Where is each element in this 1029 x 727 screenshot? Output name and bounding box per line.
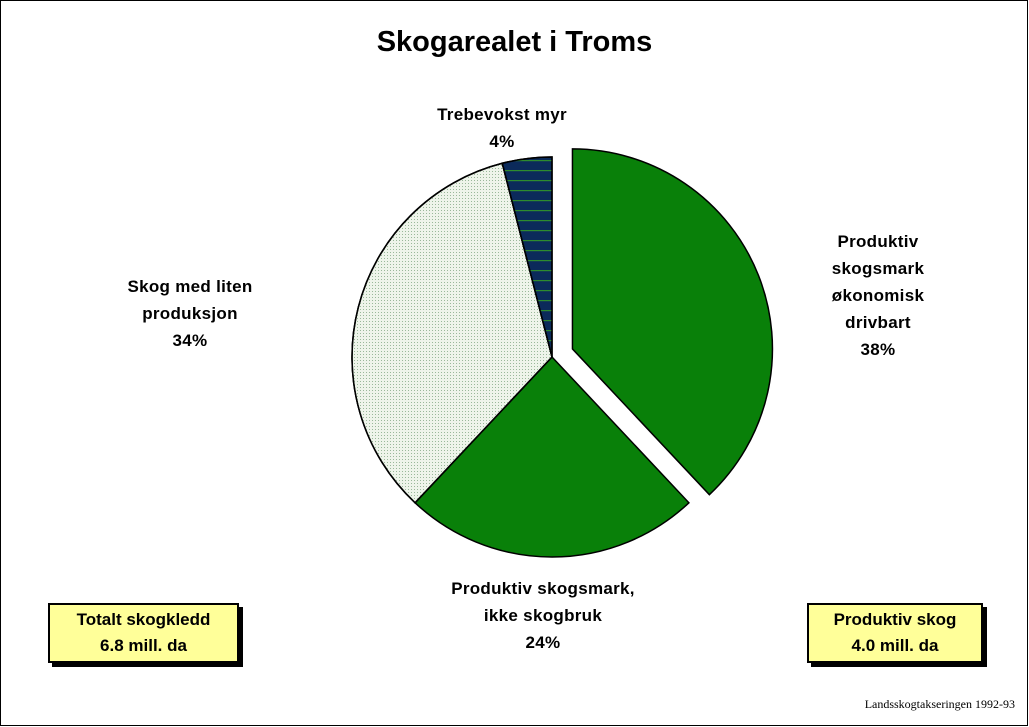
pie-slice [571,148,774,496]
category-label: Produktiv skogsmark økonomisk drivbart [831,232,925,332]
source-note: Landsskogtakseringen 1992-93 [864,697,1015,711]
slice-texture [351,162,553,504]
slice-texture [501,156,553,358]
category-label: Skog med liten produksjon [127,277,253,323]
annotation-box: Produktiv skog 4.0 mill. da [807,603,983,663]
slice-label: Produktiv skogsmark, ikke skogbruk 24% [451,575,635,656]
slice-label: Produktiv skogsmark økonomisk drivbart 38… [803,228,954,363]
value-label: 38% [860,340,896,359]
slice-label: Trebevokst myr 4% [437,101,567,155]
slice-label: Skog med liten produksjon 34% [127,273,252,354]
pie-slice [414,355,690,558]
category-label: Trebevokst myr [437,105,567,124]
value-label: 4% [489,132,515,151]
category-label: Produktiv skogsmark, ikke skogbruk [451,579,635,625]
value-label: 24% [525,633,561,652]
annotation-box: Totalt skogkledd 6.8 mill. da [48,603,239,663]
value-label: 34% [172,331,208,350]
chart-title: Skogarealet i Troms [376,26,653,58]
